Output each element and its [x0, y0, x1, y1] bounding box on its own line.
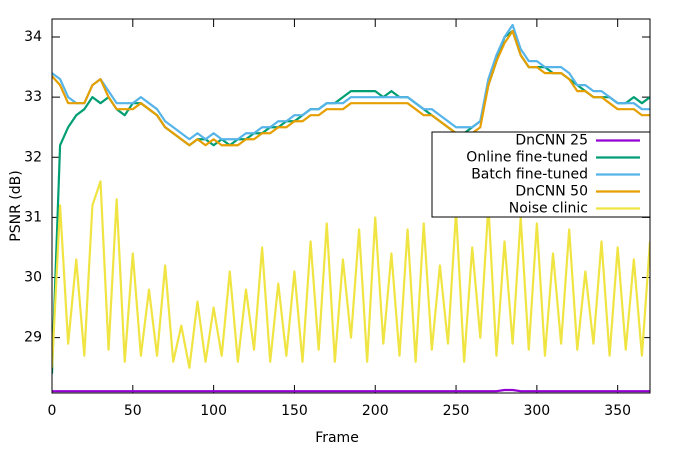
x-tick-label: 0 — [48, 403, 57, 419]
legend-label: Online fine-tuned — [466, 150, 588, 166]
y-tick-label: 34 — [24, 29, 42, 45]
y-axis-label: PSNR (dB) — [8, 170, 24, 241]
legend-label: Batch fine-tuned — [471, 167, 588, 183]
x-tick-label: 350 — [604, 403, 631, 419]
series-line — [52, 23, 650, 141]
series-line — [52, 29, 650, 147]
y-tick-label: 31 — [24, 209, 42, 225]
x-tick-label: 200 — [362, 403, 389, 419]
series-line — [52, 180, 650, 369]
legend-label: DnCNN 25 — [515, 133, 588, 149]
x-tick-label: 50 — [124, 403, 142, 419]
legend-label: Noise clinic — [509, 201, 588, 217]
y-tick-label: 30 — [24, 270, 42, 286]
y-tick-label: 29 — [24, 330, 42, 346]
y-tick-label: 33 — [24, 89, 42, 105]
x-tick-label: 300 — [523, 403, 550, 419]
series-line — [52, 388, 650, 393]
x-tick-label: 150 — [281, 403, 308, 419]
x-tick-label: 100 — [200, 403, 227, 419]
legend-label: DnCNN 50 — [515, 184, 588, 200]
x-tick-label: 250 — [443, 403, 470, 419]
y-tick-label: 32 — [24, 149, 42, 165]
x-axis-label: Frame — [315, 430, 359, 446]
